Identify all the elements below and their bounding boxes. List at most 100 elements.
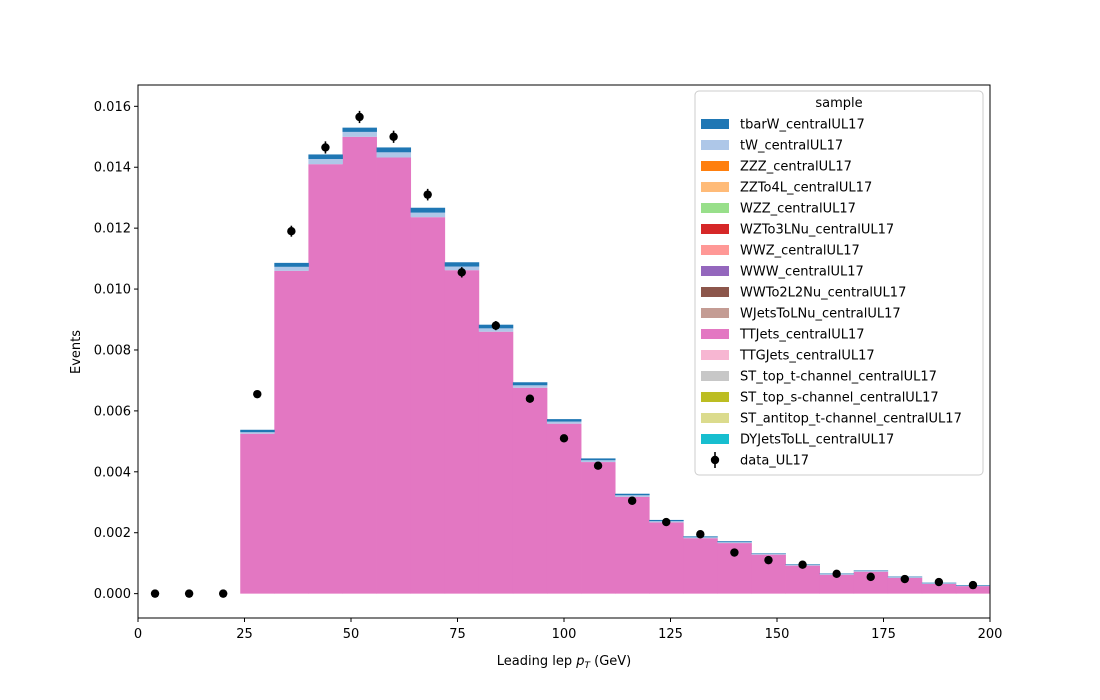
legend-label-9: WJetsToLNu_centralUL17 bbox=[740, 307, 901, 322]
legend-entries: tbarW_centralUL17 tW_centralUL17 ZZZ_centr… bbox=[701, 118, 962, 469]
x-tick-label-5: 125 bbox=[658, 627, 683, 642]
x-axis-label-main: Leading lep bbox=[497, 654, 576, 669]
bar-ttjets-7 bbox=[478, 331, 514, 594]
x-axis: 0 25 50 75 100 125 150 175 200 bbox=[134, 618, 1003, 642]
data-point-6 bbox=[355, 112, 364, 122]
bar-tbarw-18 bbox=[853, 570, 889, 572]
x-axis-label-unit: (GeV) bbox=[590, 654, 631, 669]
legend-swatch-2 bbox=[701, 161, 729, 171]
legend-label-14: ST_antitop_t-channel_centralUL17 bbox=[740, 412, 962, 427]
legend-swatch-1 bbox=[701, 140, 729, 150]
data-point-13 bbox=[593, 461, 603, 470]
legend-label-4: WZZ_centralUL17 bbox=[740, 202, 856, 217]
bar-tw-15 bbox=[751, 554, 786, 555]
legend-label-5: WZTo3LNu_centralUL17 bbox=[740, 223, 894, 238]
x-tick-label-8: 200 bbox=[978, 627, 1003, 642]
data-point-9 bbox=[457, 268, 466, 277]
legend-label-12: ST_top_t-channel_centralUL17 bbox=[740, 370, 937, 385]
bar-tw-3 bbox=[342, 131, 377, 137]
data-point-20 bbox=[832, 569, 841, 579]
bar-tw-5 bbox=[410, 212, 446, 218]
bar-tw-18 bbox=[853, 571, 889, 572]
bar-tw-11 bbox=[615, 495, 650, 497]
data-point-12 bbox=[559, 434, 569, 443]
data-point-5 bbox=[321, 143, 330, 152]
legend-swatch-11 bbox=[701, 350, 729, 360]
bar-tbarw-8 bbox=[512, 382, 548, 386]
x-tick-label-0: 0 bbox=[134, 627, 142, 642]
bar-tbarw-10 bbox=[581, 458, 616, 461]
data-point-21 bbox=[866, 572, 875, 582]
legend-swatch-4 bbox=[701, 203, 729, 213]
data-point-14 bbox=[627, 496, 637, 505]
data-point-0 bbox=[150, 589, 160, 598]
data-point-15 bbox=[662, 517, 671, 527]
bar-ttjets-9 bbox=[546, 423, 582, 594]
bar-ttjets-10 bbox=[581, 462, 616, 594]
legend-label-0: tbarW_centralUL17 bbox=[740, 118, 865, 133]
bar-ttjets-21 bbox=[955, 586, 991, 594]
x-axis-label-math: p bbox=[575, 654, 584, 669]
data-point-1 bbox=[184, 589, 194, 598]
legend-label-11: TTGJets_centralUL17 bbox=[739, 349, 875, 364]
legend-swatch-12 bbox=[701, 371, 729, 381]
x-axis-label: Leading lep pT (GeV) bbox=[497, 654, 631, 671]
bar-tw-10 bbox=[581, 460, 616, 463]
bar-ttjets-4 bbox=[376, 157, 412, 594]
legend: sample tbarW_centralUL17 tW_centralUL17 ZZ… bbox=[694, 90, 984, 476]
bar-ttjets-8 bbox=[512, 387, 548, 594]
x-tick-label-3: 75 bbox=[449, 627, 466, 642]
legend-swatch-0 bbox=[701, 119, 729, 129]
bar-ttjets-19 bbox=[887, 577, 923, 594]
bar-tbarw-5 bbox=[410, 207, 446, 213]
bar-ttjets-6 bbox=[444, 270, 480, 594]
bar-ttjets-11 bbox=[615, 496, 650, 594]
legend-swatch-9 bbox=[701, 308, 729, 318]
bar-ttjets-5 bbox=[410, 217, 446, 594]
bar-tbarw-6 bbox=[444, 262, 480, 267]
bar-tbarw-15 bbox=[751, 553, 786, 555]
legend-label-7: WWW_centralUL17 bbox=[740, 265, 864, 280]
bar-tbarw-3 bbox=[342, 127, 377, 132]
data-point-22 bbox=[900, 574, 909, 584]
legend-label-13: ST_top_s-channel_centralUL17 bbox=[740, 391, 939, 406]
bar-tw-2 bbox=[308, 159, 343, 165]
plot-area bbox=[150, 110, 991, 598]
bar-ttjets-20 bbox=[921, 583, 957, 594]
y-tick-label-3: 0.006 bbox=[94, 404, 131, 419]
legend-label-16: data_UL17 bbox=[740, 454, 809, 469]
legend-label-10: TTJets_centralUL17 bbox=[739, 328, 865, 343]
data-point-18 bbox=[764, 555, 773, 565]
bar-tw-9 bbox=[546, 421, 582, 424]
bar-ttjets-17 bbox=[819, 574, 855, 594]
y-tick-label-2: 0.004 bbox=[94, 465, 131, 480]
bar-tw-4 bbox=[376, 152, 412, 158]
bar-tbarw-1 bbox=[274, 262, 309, 267]
x-tick-label-4: 100 bbox=[552, 627, 577, 642]
y-axis-label: Events bbox=[69, 330, 84, 374]
y-tick-label-6: 0.012 bbox=[94, 222, 131, 237]
bar-ttjets-16 bbox=[785, 565, 820, 594]
legend-swatch-8 bbox=[701, 287, 729, 297]
legend-box bbox=[694, 90, 984, 476]
legend-swatch-5 bbox=[701, 224, 729, 234]
y-tick-label-8: 0.016 bbox=[94, 100, 131, 115]
y-axis: 0.000 0.002 0.004 0.006 0.008 0.010 0.012 0.014… bbox=[94, 100, 138, 602]
data-point-10 bbox=[491, 321, 501, 330]
x-tick-label-6: 150 bbox=[765, 627, 790, 642]
legend-swatch-3 bbox=[701, 182, 729, 192]
y-tick-label-0: 0.000 bbox=[94, 587, 131, 602]
legend-label-8: WWTo2L2Nu_centralUL17 bbox=[740, 286, 906, 301]
data-point-16 bbox=[696, 530, 705, 539]
bar-ttjets-12 bbox=[649, 522, 684, 594]
data-point-8 bbox=[423, 190, 432, 199]
x-tick-label-1: 25 bbox=[236, 627, 253, 642]
bar-tbarw-4 bbox=[376, 147, 412, 153]
bar-tw-14 bbox=[717, 542, 752, 544]
legend-swatch-10 bbox=[701, 329, 729, 339]
bar-tbarw-0 bbox=[240, 429, 275, 433]
x-tick-label-7: 175 bbox=[871, 627, 896, 642]
bar-tbarw-11 bbox=[615, 493, 650, 496]
bar-tw-0 bbox=[240, 432, 275, 434]
